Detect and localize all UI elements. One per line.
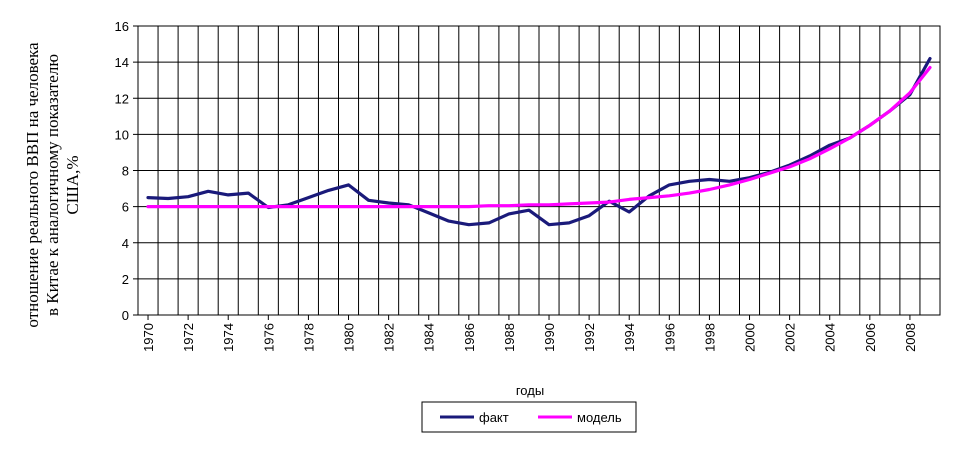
y-tick-label: 4 xyxy=(122,236,129,251)
y-tick-label: 14 xyxy=(115,55,129,70)
y-tick-label: 6 xyxy=(122,200,129,215)
x-tick-label: 1980 xyxy=(342,323,357,352)
series-lines xyxy=(146,56,932,227)
series-line-model xyxy=(146,65,932,209)
x-tick-label: 1970 xyxy=(141,323,156,352)
grid xyxy=(137,25,940,316)
y-axis: 0 2 4 6 8 10 12 14 16 xyxy=(115,19,138,323)
x-tick-label: 1986 xyxy=(462,323,477,352)
y-axis-label-line: в Китае к аналогичному показателю xyxy=(43,54,62,316)
legend-label-model: модель xyxy=(577,410,622,425)
x-tick-label: 2000 xyxy=(743,323,758,352)
x-tick-label: 1972 xyxy=(181,323,196,352)
x-tick-label: 2006 xyxy=(863,323,878,352)
x-axis: 1970 1972 1974 1976 1978 1980 1982 1984 1986 1988… xyxy=(141,315,918,352)
y-tick-label: 0 xyxy=(122,308,129,323)
legend-label-fact: факт xyxy=(479,410,509,425)
y-axis-label-line: США,% xyxy=(63,155,82,214)
y-tick-label: 2 xyxy=(122,272,129,287)
x-axis-label: годы xyxy=(516,383,544,398)
x-tick-label: 1974 xyxy=(221,323,236,352)
legend: факт модель xyxy=(421,401,637,433)
y-axis-label: отношение реального ВВП на человекав Кит… xyxy=(23,42,82,328)
y-tick-label: 16 xyxy=(115,19,129,34)
x-tick-label: 1992 xyxy=(582,323,597,352)
x-tick-label: 1998 xyxy=(702,323,717,352)
x-tick-label: 2008 xyxy=(903,323,918,352)
x-tick-label: 1996 xyxy=(662,323,677,352)
x-tick-label: 2004 xyxy=(823,323,838,352)
x-tick-label: 1976 xyxy=(261,323,276,352)
x-tick-label: 1988 xyxy=(502,323,517,352)
x-tick-label: 2002 xyxy=(783,323,798,352)
x-tick-label: 1984 xyxy=(422,323,437,352)
y-tick-label: 10 xyxy=(115,127,129,142)
x-tick-label: 1982 xyxy=(382,323,397,352)
x-tick-label: 1978 xyxy=(301,323,316,352)
y-axis-label-line: отношение реального ВВП на человека xyxy=(23,42,42,328)
x-tick-label: 1994 xyxy=(622,323,637,352)
y-tick-label: 8 xyxy=(122,164,129,179)
y-tick-label: 12 xyxy=(115,91,129,106)
x-tick-label: 1990 xyxy=(542,323,557,352)
